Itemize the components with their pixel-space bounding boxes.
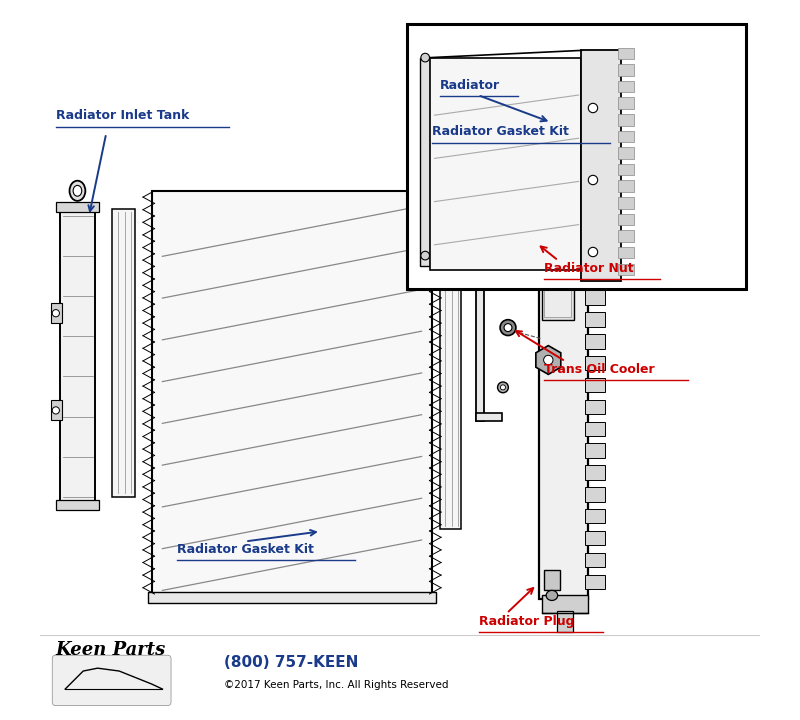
- Bar: [618, 48, 634, 59]
- Ellipse shape: [421, 251, 430, 260]
- Text: Trans Oil Cooler: Trans Oil Cooler: [544, 363, 654, 376]
- Bar: [557, 611, 573, 632]
- Bar: [585, 465, 606, 480]
- Bar: [585, 553, 606, 567]
- Bar: [585, 225, 606, 239]
- Bar: [440, 223, 462, 529]
- Text: Radiator Plug: Radiator Plug: [479, 615, 574, 628]
- Bar: [585, 487, 606, 502]
- Ellipse shape: [588, 176, 598, 185]
- Ellipse shape: [544, 356, 553, 365]
- Text: Radiator Nut: Radiator Nut: [544, 262, 634, 275]
- Bar: [585, 378, 606, 392]
- Bar: [544, 248, 571, 317]
- Bar: [618, 181, 634, 192]
- Bar: [618, 130, 634, 142]
- Ellipse shape: [52, 407, 59, 414]
- Ellipse shape: [588, 104, 598, 113]
- Ellipse shape: [504, 324, 512, 331]
- Bar: [585, 531, 606, 545]
- Ellipse shape: [500, 320, 516, 336]
- Bar: [539, 207, 588, 599]
- Text: Radiator Gasket Kit: Radiator Gasket Kit: [177, 543, 314, 556]
- Text: Radiator: Radiator: [440, 79, 500, 92]
- Bar: [618, 197, 634, 209]
- Bar: [476, 266, 483, 421]
- Text: Keen Parts: Keen Parts: [56, 642, 166, 660]
- Bar: [542, 245, 574, 320]
- Bar: [618, 64, 634, 76]
- Bar: [618, 264, 634, 275]
- Ellipse shape: [70, 181, 86, 201]
- Bar: [430, 58, 582, 270]
- Bar: [585, 269, 606, 283]
- Bar: [585, 334, 606, 348]
- Ellipse shape: [546, 590, 558, 600]
- Text: (800) 757-KEEN: (800) 757-KEEN: [224, 654, 358, 670]
- Bar: [542, 595, 588, 613]
- Ellipse shape: [588, 248, 598, 257]
- Bar: [56, 500, 99, 510]
- Text: Radiator Gasket Kit: Radiator Gasket Kit: [433, 125, 570, 138]
- Bar: [51, 400, 62, 420]
- Bar: [585, 400, 606, 414]
- Bar: [60, 205, 94, 508]
- Bar: [582, 50, 621, 281]
- Bar: [585, 509, 606, 523]
- Text: Radiator Inlet Tank: Radiator Inlet Tank: [56, 109, 190, 122]
- Bar: [618, 147, 634, 158]
- Bar: [618, 97, 634, 109]
- Bar: [407, 24, 746, 289]
- Bar: [56, 202, 99, 212]
- Ellipse shape: [501, 384, 506, 390]
- Bar: [618, 214, 634, 225]
- Bar: [476, 266, 502, 275]
- Text: ©2017 Keen Parts, Inc. All Rights Reserved: ©2017 Keen Parts, Inc. All Rights Reserv…: [224, 680, 448, 690]
- Bar: [618, 114, 634, 125]
- Ellipse shape: [52, 310, 59, 317]
- Bar: [585, 312, 606, 327]
- Bar: [420, 58, 430, 266]
- Bar: [585, 356, 606, 370]
- Bar: [618, 164, 634, 176]
- Bar: [51, 303, 62, 323]
- Bar: [585, 203, 606, 217]
- Bar: [40, 635, 760, 720]
- Bar: [585, 290, 606, 305]
- Ellipse shape: [73, 186, 82, 197]
- FancyBboxPatch shape: [52, 655, 171, 706]
- Bar: [112, 209, 135, 497]
- Bar: [618, 230, 634, 242]
- Bar: [476, 413, 502, 421]
- Bar: [618, 81, 634, 92]
- Bar: [585, 575, 606, 589]
- Bar: [585, 247, 606, 261]
- Bar: [544, 570, 560, 590]
- Bar: [152, 191, 432, 594]
- Ellipse shape: [498, 382, 508, 393]
- Bar: [585, 422, 606, 436]
- Bar: [618, 247, 634, 258]
- Ellipse shape: [421, 53, 430, 62]
- Bar: [585, 444, 606, 458]
- Bar: [148, 592, 436, 603]
